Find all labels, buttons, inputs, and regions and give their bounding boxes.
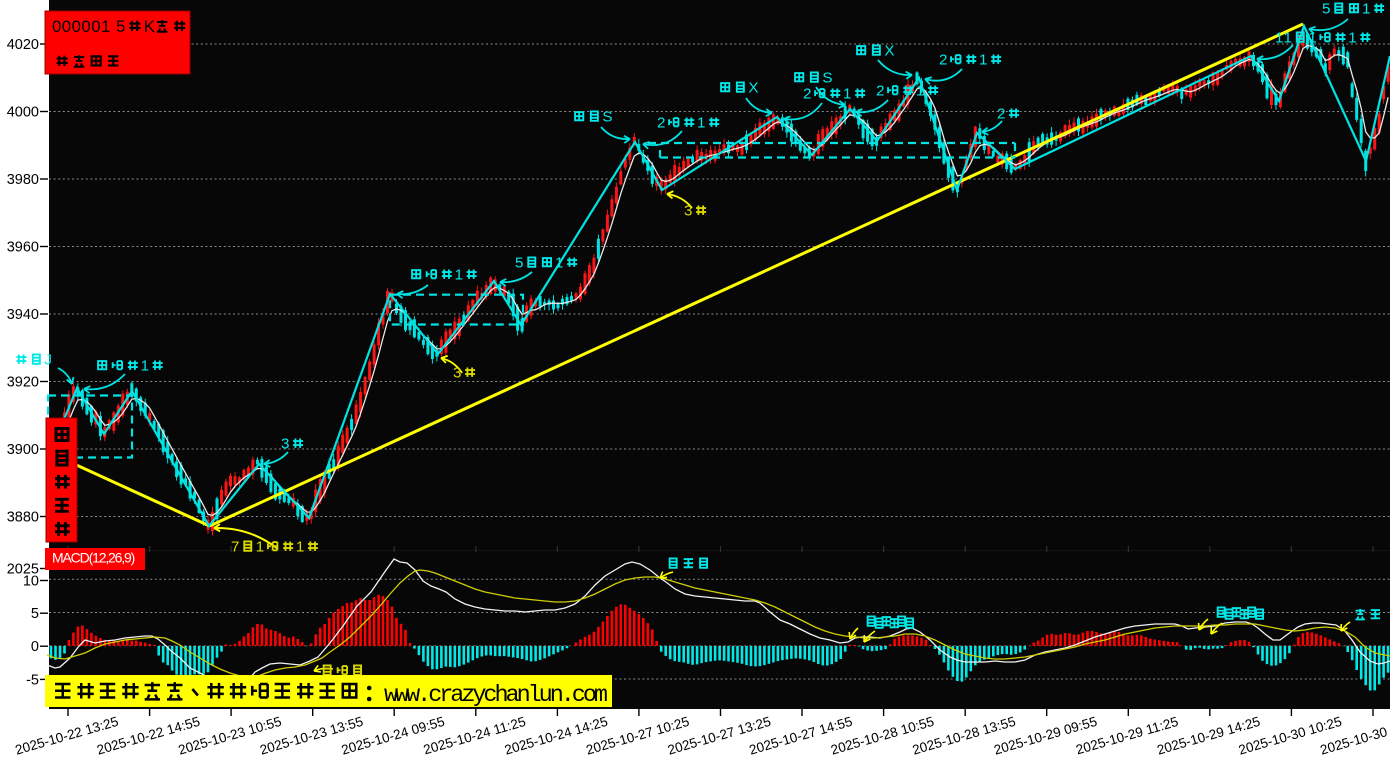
svg-text:1: 1 bbox=[141, 358, 149, 375]
svg-text:1: 1 bbox=[979, 52, 987, 69]
svg-text:11: 11 bbox=[1275, 30, 1292, 47]
svg-text:X: X bbox=[884, 43, 894, 60]
svg-text:1: 1 bbox=[455, 267, 463, 284]
svg-text:1: 1 bbox=[843, 86, 851, 103]
svg-text:www.crazychanlun.com: www.crazychanlun.com bbox=[384, 682, 608, 709]
svg-text:3880: 3880 bbox=[7, 510, 39, 526]
svg-text:1: 1 bbox=[555, 255, 563, 272]
svg-text:0: 0 bbox=[31, 639, 39, 655]
svg-text:3: 3 bbox=[453, 365, 461, 382]
svg-text:1: 1 bbox=[296, 539, 304, 556]
svg-text:3980: 3980 bbox=[7, 172, 39, 188]
svg-text:10: 10 bbox=[23, 574, 39, 590]
svg-text:1: 1 bbox=[916, 83, 924, 100]
svg-text:3960: 3960 bbox=[7, 240, 39, 256]
svg-text:4020: 4020 bbox=[7, 37, 39, 53]
svg-text:1: 1 bbox=[1362, 1, 1370, 18]
svg-text:-5: -5 bbox=[26, 672, 39, 688]
svg-text:S: S bbox=[602, 109, 612, 126]
svg-text:K: K bbox=[144, 17, 155, 36]
svg-text:2: 2 bbox=[997, 106, 1005, 123]
svg-text:4000: 4000 bbox=[7, 105, 39, 121]
svg-text:1: 1 bbox=[1348, 30, 1356, 47]
svg-text:2: 2 bbox=[657, 115, 665, 132]
svg-text:MACD(12,26,9): MACD(12,26,9) bbox=[52, 550, 135, 566]
svg-text:3: 3 bbox=[281, 436, 289, 453]
svg-text:3940: 3940 bbox=[7, 307, 39, 323]
svg-text:1: 1 bbox=[256, 539, 264, 556]
svg-text:5: 5 bbox=[515, 255, 523, 272]
svg-text:X: X bbox=[748, 80, 758, 97]
svg-text:5: 5 bbox=[31, 606, 39, 622]
svg-text:1: 1 bbox=[697, 115, 705, 132]
svg-text:2: 2 bbox=[803, 86, 811, 103]
svg-text:2: 2 bbox=[939, 52, 947, 69]
svg-text:3900: 3900 bbox=[7, 442, 39, 458]
svg-text:S: S bbox=[822, 70, 832, 87]
svg-text:3920: 3920 bbox=[7, 375, 39, 391]
svg-text:2: 2 bbox=[876, 83, 884, 100]
svg-text:3: 3 bbox=[684, 203, 692, 220]
svg-text:7: 7 bbox=[231, 539, 239, 556]
svg-text:000001 5: 000001 5 bbox=[52, 17, 125, 36]
svg-text:J: J bbox=[44, 352, 52, 369]
svg-text:1: 1 bbox=[1308, 30, 1316, 47]
svg-text:5: 5 bbox=[1322, 1, 1330, 18]
